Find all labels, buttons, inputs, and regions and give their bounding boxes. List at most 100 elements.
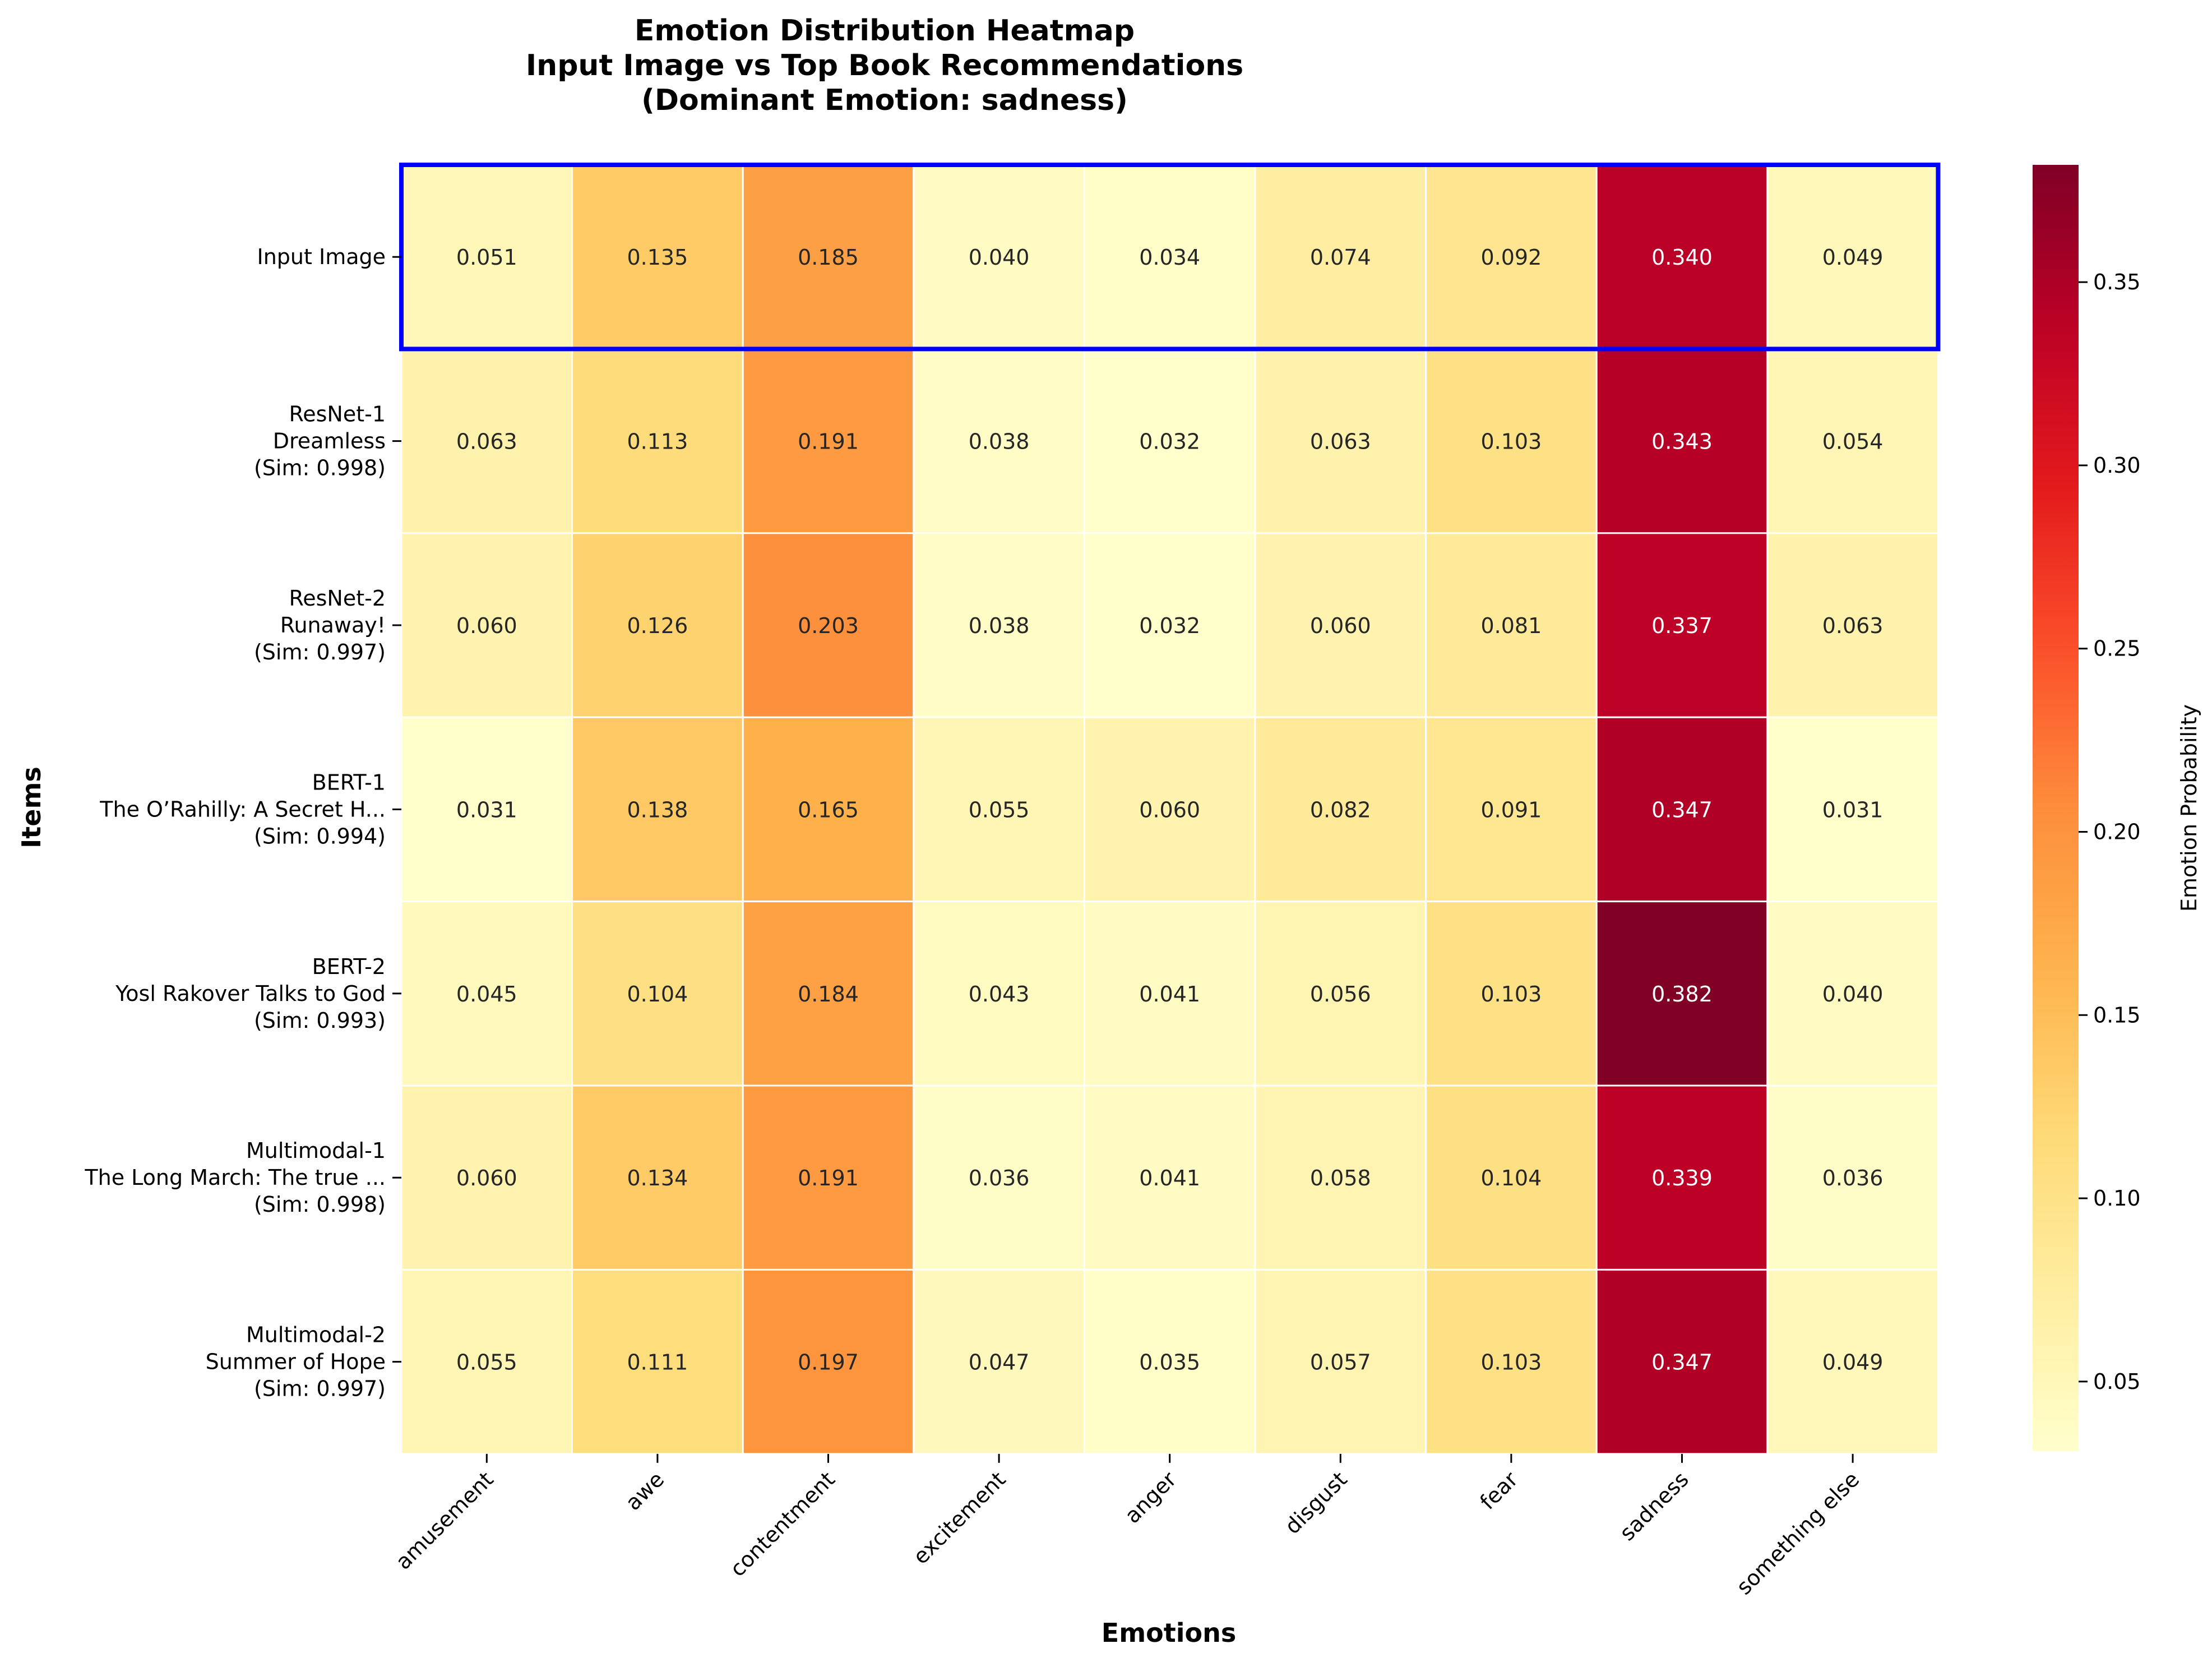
y-tick-label: (Sim: 0.994) [254, 824, 386, 848]
heatmap-cell [400, 348, 573, 534]
heatmap-cell-label: 0.049 [1822, 1350, 1884, 1375]
heatmap-cell [571, 532, 744, 718]
chart-title-line-2: Input Image vs Top Book Recommendations [526, 49, 1243, 82]
heatmap-cell-label: 0.340 [1651, 245, 1713, 270]
y-tick-label: Dreamless [273, 429, 386, 454]
colorbar-tick-label: 0.05 [2093, 1369, 2141, 1394]
heatmap-cell [742, 1084, 915, 1271]
y-tick-label: ResNet-1 [289, 402, 386, 427]
heatmap-cell [913, 164, 1085, 350]
heatmap-cell [1766, 348, 1939, 534]
heatmap-cell [571, 164, 744, 350]
heatmap-cell-label: 0.063 [456, 430, 517, 454]
y-tick-label: Multimodal-2 [246, 1323, 386, 1347]
heatmap-cell [742, 1268, 915, 1455]
y-tick-label: BERT-2 [312, 954, 386, 979]
heatmap-cell-label: 0.111 [627, 1350, 688, 1375]
heatmap-cell-label: 0.054 [1822, 430, 1884, 454]
heatmap-cell-label: 0.184 [798, 982, 859, 1007]
heatmap-cell-label: 0.036 [1822, 1166, 1884, 1190]
heatmap-cell [913, 901, 1085, 1087]
heatmap-cell [1254, 1268, 1427, 1455]
heatmap-cell [913, 716, 1085, 903]
x-tick-label-excitement: excitement [908, 1467, 1010, 1569]
x-tick-label-anger: anger [1120, 1467, 1182, 1529]
heatmap-cell-label: 0.060 [1139, 797, 1200, 822]
y-axis-label: Items [16, 767, 47, 848]
heatmap-cell-label: 0.081 [1481, 613, 1542, 638]
heatmap-cell [1425, 348, 1598, 534]
heatmap-cell [1766, 1268, 1939, 1455]
x-tick-label-something-else: something else [1732, 1467, 1864, 1599]
heatmap-cell [1083, 1084, 1256, 1271]
heatmap-cell-label: 0.060 [1310, 613, 1371, 638]
y-tick-label: (Sim: 0.993) [254, 1008, 386, 1033]
heatmap-cell [913, 1084, 1085, 1271]
heatmap-cell-label: 0.045 [456, 982, 517, 1007]
heatmap-cell-label: 0.103 [1481, 982, 1542, 1007]
x-tick-label-awe: awe [621, 1467, 669, 1515]
heatmap-cell-label: 0.203 [798, 613, 859, 638]
heatmap-cell [1254, 348, 1427, 534]
x-tick-label-fear: fear [1475, 1467, 1523, 1515]
heatmap-cell [913, 348, 1085, 534]
heatmap-cell-label: 0.104 [1481, 1166, 1542, 1190]
colorbar-tick-label: 0.30 [2093, 453, 2141, 478]
heatmap-cell [1766, 532, 1939, 718]
heatmap-cell-label: 0.104 [627, 982, 688, 1007]
heatmap-cell-label: 0.058 [1310, 1166, 1371, 1190]
colorbar-label: Emotion Probability [2177, 704, 2201, 912]
heatmap-cell-label: 0.031 [456, 797, 517, 822]
heatmap-cell-label: 0.082 [1310, 797, 1371, 822]
colorbar-gradient [2033, 165, 2079, 1451]
heatmap-cells [400, 164, 1939, 1455]
chart-title-line-3: (Dominant Emotion: sadness) [641, 84, 1128, 117]
heatmap-cell-label: 0.047 [969, 1350, 1030, 1375]
heatmap-cell [400, 164, 573, 350]
heatmap-cell-label: 0.138 [627, 797, 688, 822]
heatmap-cell-label: 0.339 [1651, 1166, 1713, 1190]
heatmap-cell-label: 0.135 [627, 245, 688, 270]
y-tick-label: ResNet-2 [289, 586, 386, 611]
heatmap-cell [400, 532, 573, 718]
y-tick-label: The Long March: The true ... [84, 1165, 386, 1190]
y-tick-label: BERT-1 [312, 770, 386, 795]
heatmap-cell-label: 0.055 [969, 797, 1030, 822]
y-tick-label: The O’Rahilly: A Secret H... [99, 797, 386, 821]
heatmap-cell [742, 901, 915, 1087]
heatmap-cell [571, 1268, 744, 1455]
heatmap-cell-label: 0.165 [798, 797, 859, 822]
heatmap-cell [742, 532, 915, 718]
heatmap-cell [571, 1084, 744, 1271]
y-tick-label: (Sim: 0.998) [254, 1192, 386, 1217]
heatmap-cell [571, 901, 744, 1087]
heatmap-cell-label: 0.032 [1139, 430, 1200, 454]
y-tick-label: Runaway! [280, 613, 386, 638]
heatmap-cell-label: 0.382 [1651, 982, 1713, 1007]
colorbar-tick-label: 0.10 [2093, 1186, 2141, 1211]
heatmap-cell-label: 0.031 [1822, 797, 1884, 822]
colorbar-tick-label: 0.20 [2093, 819, 2141, 844]
heatmap-cell [1083, 1268, 1256, 1455]
x-tick-label-sadness: sadness [1615, 1467, 1693, 1545]
heatmap-cell-label: 0.113 [627, 430, 688, 454]
heatmap-cell-label: 0.343 [1651, 430, 1713, 454]
heatmap-cell-label: 0.040 [1822, 982, 1884, 1007]
colorbar-tick-label: 0.35 [2093, 270, 2141, 294]
heatmap-cell-label: 0.034 [1139, 245, 1200, 270]
heatmap-cell [1083, 532, 1256, 718]
heatmap-cell [400, 716, 573, 903]
x-tick-label-disgust: disgust [1280, 1467, 1352, 1539]
heatmap-cell [1425, 901, 1598, 1087]
heatmap-cell-label: 0.032 [1139, 613, 1200, 638]
y-tick-label: (Sim: 0.997) [254, 1377, 386, 1401]
heatmap-cell [1766, 901, 1939, 1087]
heatmap-cell [1595, 1084, 1769, 1271]
heatmap-cell [742, 348, 915, 534]
heatmap-cell-label: 0.036 [969, 1166, 1030, 1190]
heatmap-cell [400, 901, 573, 1087]
x-tick-label-amusement: amusement [391, 1467, 498, 1575]
heatmap-cell-label: 0.074 [1310, 245, 1371, 270]
